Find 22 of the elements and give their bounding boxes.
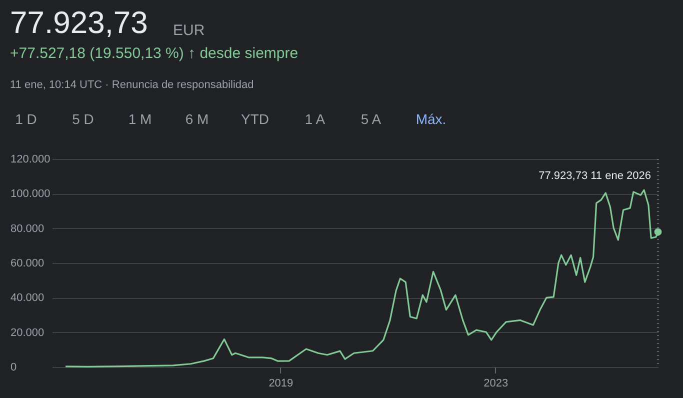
text: Máx. [416, 111, 446, 127]
y-tick-label: 0 [10, 362, 17, 374]
text: 1 D [15, 111, 37, 127]
y-tick-label: 60.000 [10, 258, 44, 270]
chart-subtitle: +77.527,18 (19.550,13 %) ↑ desde siempre [10, 45, 298, 62]
annotation: 77.923,73 11 ene 2026 [538, 170, 651, 182]
text: 5 D [72, 111, 94, 127]
x-tick-label: 2023 [484, 378, 508, 390]
chart-title: 77.923,73 [10, 5, 148, 40]
text: 1 M [128, 111, 152, 127]
x-tick-label: 2019 [268, 378, 294, 390]
y-tick-label: 40.000 [10, 292, 44, 304]
text: EUR [173, 22, 205, 39]
y-tick-label: 120.000 [10, 154, 50, 166]
text: 11 ene, 10:14 UTC · Renuncia de responsabilidad [10, 79, 254, 91]
text: 5 A [360, 111, 382, 127]
text: YTD [241, 111, 269, 127]
text: 1 A [304, 111, 326, 127]
y-tick-label: 100.000 [10, 188, 50, 200]
y-tick-label: 20.000 [10, 326, 44, 339]
text: 6 M [185, 111, 209, 127]
y-tick-label: 80.000 [10, 222, 44, 235]
